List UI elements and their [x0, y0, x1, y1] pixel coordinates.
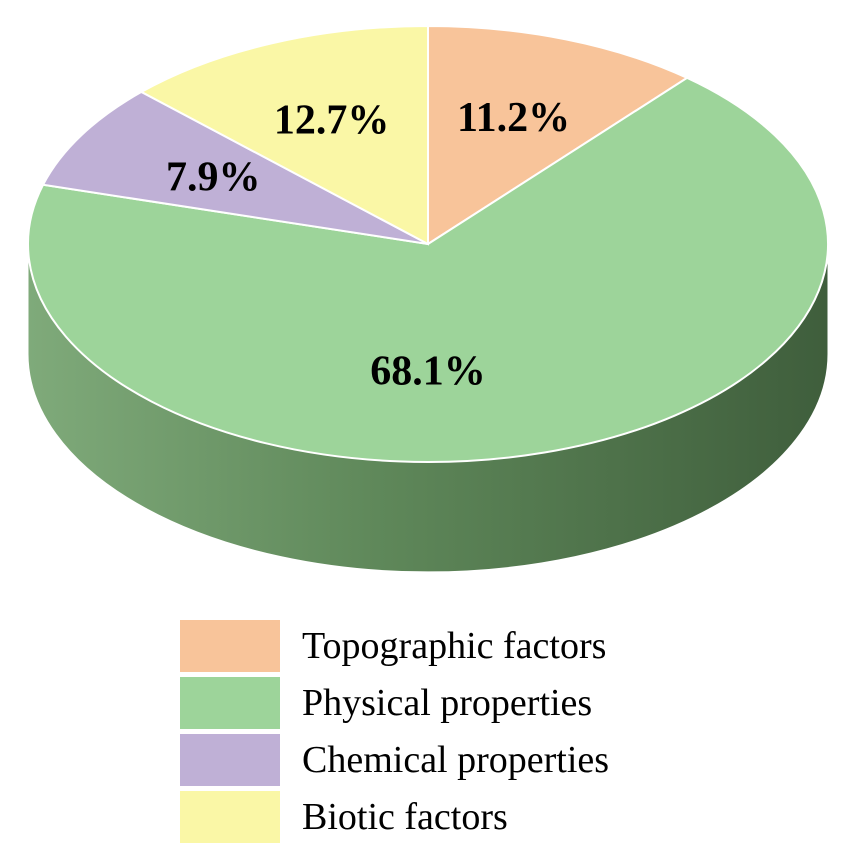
pie-value-label: 12.7%	[274, 97, 390, 143]
legend-label: Chemical properties	[302, 738, 610, 781]
legend-swatch	[180, 733, 280, 786]
legend-swatch	[180, 676, 280, 729]
legend-item: Topographic factors	[180, 618, 780, 673]
pie-top-face	[27, 24, 829, 463]
legend-label: Physical properties	[302, 681, 593, 724]
pie-slice-chemical-properties	[41, 90, 429, 245]
legend-label: Biotic factors	[302, 795, 508, 838]
pie-slice-topographic-factors	[427, 24, 690, 246]
pie-value-label: 7.9%	[166, 154, 261, 200]
legend-item: Biotic factors	[180, 789, 780, 844]
legend-swatch	[180, 790, 280, 843]
pie-chart-svg: 11.2% 68.1% 7.9% 12.7%	[27, 24, 829, 573]
legend-label: Topographic factors	[302, 624, 607, 667]
pie-value-labels: 11.2% 68.1% 7.9% 12.7%	[166, 95, 570, 394]
legend: Topographic factors Physical properties Ch…	[180, 618, 780, 846]
pie-slice-physical-properties	[27, 76, 829, 463]
pie-slice-biotic-factors	[139, 24, 429, 246]
legend-item: Chemical properties	[180, 732, 780, 787]
legend-item: Physical properties	[180, 675, 780, 730]
legend-swatch	[180, 619, 280, 672]
pie-value-label: 11.2%	[457, 95, 570, 141]
pie-value-label: 68.1%	[370, 348, 486, 394]
